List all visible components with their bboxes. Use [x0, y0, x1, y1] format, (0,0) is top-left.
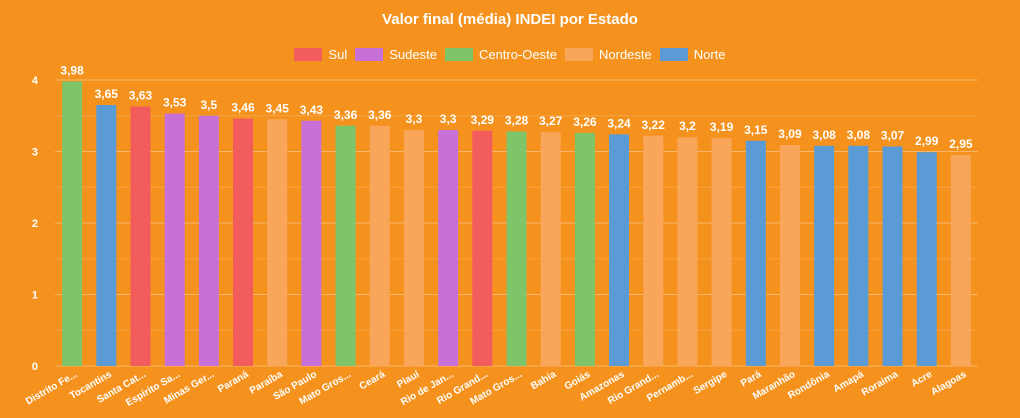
legend-label: Nordeste	[599, 47, 652, 62]
data-label: 3,98	[60, 63, 84, 77]
data-label: 3,36	[368, 108, 392, 122]
data-label: 3,53	[163, 96, 187, 110]
y-tick-label: 3	[32, 147, 38, 159]
bar	[369, 125, 390, 366]
data-label: 3,26	[573, 115, 597, 129]
y-tick-label: 1	[32, 290, 38, 302]
y-tick-label: 4	[32, 75, 39, 87]
legend-swatch	[355, 48, 384, 61]
legend-swatch	[659, 48, 688, 61]
legend: Sul Sudeste Centro-Oeste Nordeste Norte	[0, 47, 1020, 62]
bar	[506, 131, 527, 366]
x-tick-label: Pará	[739, 369, 764, 390]
legend-item-centro-oeste[interactable]: Centro-Oeste	[444, 47, 557, 62]
data-label: 3,19	[710, 120, 734, 134]
data-label: 3,63	[129, 88, 153, 102]
bar	[164, 113, 185, 366]
data-label: 3,09	[778, 127, 802, 141]
x-tick-label: Alagoas	[929, 369, 969, 398]
bar	[472, 130, 493, 366]
bar	[301, 120, 322, 366]
data-label: 3,46	[231, 101, 255, 115]
x-tick-label: Roraima	[860, 369, 901, 399]
legend-item-sul[interactable]: Sul	[294, 47, 347, 62]
data-label: 3,2	[679, 119, 696, 133]
data-label: 3,45	[266, 101, 290, 115]
data-label: 3,36	[334, 108, 358, 122]
data-label: 3,43	[300, 103, 324, 117]
chart-title: Valor final (média) INDEI por Estado	[382, 11, 638, 28]
legend-swatch	[294, 48, 323, 61]
bar	[130, 106, 151, 366]
data-label: 2,95	[949, 137, 973, 151]
data-label: 3,28	[505, 113, 529, 127]
bar	[267, 119, 288, 366]
legend-item-sudeste[interactable]: Sudeste	[355, 47, 437, 62]
legend-label: Norte	[693, 47, 726, 62]
bar	[609, 134, 630, 366]
bar	[814, 145, 835, 366]
data-label: 3,08	[847, 128, 871, 142]
bar	[848, 145, 869, 366]
x-tick-label: Bahia	[529, 369, 558, 392]
bar	[574, 132, 595, 366]
bar	[745, 140, 766, 366]
data-label: 3,3	[440, 112, 457, 126]
data-label: 3,08	[812, 128, 836, 142]
legend-swatch	[444, 48, 473, 61]
y-tick-label: 0	[32, 361, 38, 373]
data-label: 3,15	[744, 123, 768, 137]
bar	[62, 81, 83, 367]
bar	[882, 146, 903, 366]
data-label: 3,22	[642, 118, 666, 132]
bar	[916, 152, 937, 366]
legend-label: Sudeste	[389, 47, 437, 62]
data-label: 3,5	[200, 98, 217, 112]
y-tick-label: 2	[32, 218, 38, 230]
legend-item-nordeste[interactable]: Nordeste	[565, 47, 652, 62]
data-label: 3,07	[881, 128, 905, 142]
bar	[96, 105, 117, 367]
bar	[335, 125, 356, 366]
legend-item-norte[interactable]: Norte	[659, 47, 726, 62]
x-tick-label: Ceará	[358, 369, 388, 393]
data-label: 3,29	[471, 113, 495, 127]
bar	[233, 118, 254, 366]
bar	[540, 132, 561, 366]
bar	[438, 130, 459, 366]
legend-label: Centro-Oeste	[478, 47, 557, 62]
x-tick-label: Distrito Fe...	[24, 369, 80, 408]
data-label: 3,65	[95, 87, 119, 101]
legend-swatch	[565, 48, 593, 61]
data-label: 3,24	[607, 116, 631, 130]
bar	[779, 145, 800, 366]
x-tick-label: Sergipe	[692, 369, 730, 397]
x-tick-label: Paraná	[216, 369, 251, 395]
data-label: 3,27	[539, 114, 563, 128]
data-label: 3,3	[406, 112, 423, 126]
bar	[950, 155, 971, 366]
bar	[711, 137, 732, 366]
legend-label: Sul	[328, 47, 348, 62]
bar	[198, 115, 219, 366]
data-label: 2,99	[915, 134, 939, 148]
bar	[403, 130, 424, 366]
bar	[643, 135, 664, 366]
bar	[677, 137, 698, 366]
